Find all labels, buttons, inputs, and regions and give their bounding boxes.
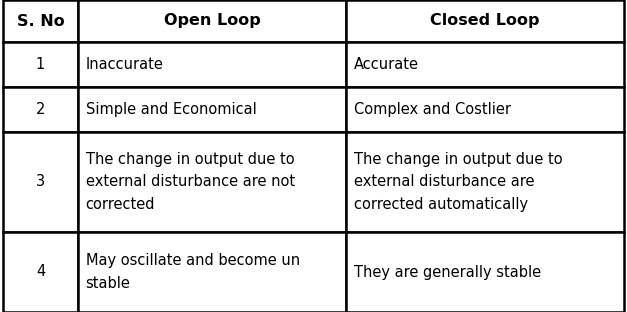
Bar	[346, 42, 624, 87]
Text: 2: 2	[36, 102, 45, 117]
Text: 1: 1	[36, 57, 45, 72]
Text: They are generally stable: They are generally stable	[354, 265, 540, 280]
Bar	[78, 132, 346, 232]
Text: May oscillate and become un
stable: May oscillate and become un stable	[85, 253, 300, 290]
Bar	[3, 87, 78, 132]
Text: Simple and Economical: Simple and Economical	[85, 102, 256, 117]
Text: Inaccurate: Inaccurate	[85, 57, 164, 72]
Text: The change in output due to
external disturbance are not
corrected: The change in output due to external dis…	[85, 152, 295, 212]
Bar	[346, 0, 624, 42]
Text: The change in output due to
external disturbance are
corrected automatically: The change in output due to external dis…	[354, 152, 562, 212]
Text: Accurate: Accurate	[354, 57, 419, 72]
Bar	[3, 132, 78, 232]
Text: Closed Loop: Closed Loop	[430, 13, 540, 28]
Bar	[346, 132, 624, 232]
Bar	[78, 232, 346, 312]
Text: Complex and Costlier: Complex and Costlier	[354, 102, 510, 117]
Text: Open Loop: Open Loop	[164, 13, 260, 28]
Bar	[3, 232, 78, 312]
Bar	[346, 87, 624, 132]
Bar	[78, 0, 346, 42]
Bar	[78, 87, 346, 132]
Bar	[3, 42, 78, 87]
Text: 3: 3	[36, 174, 45, 189]
Text: S. No: S. No	[17, 13, 65, 28]
Text: 4: 4	[36, 265, 45, 280]
Bar	[78, 42, 346, 87]
Bar	[346, 232, 624, 312]
Bar	[3, 0, 78, 42]
